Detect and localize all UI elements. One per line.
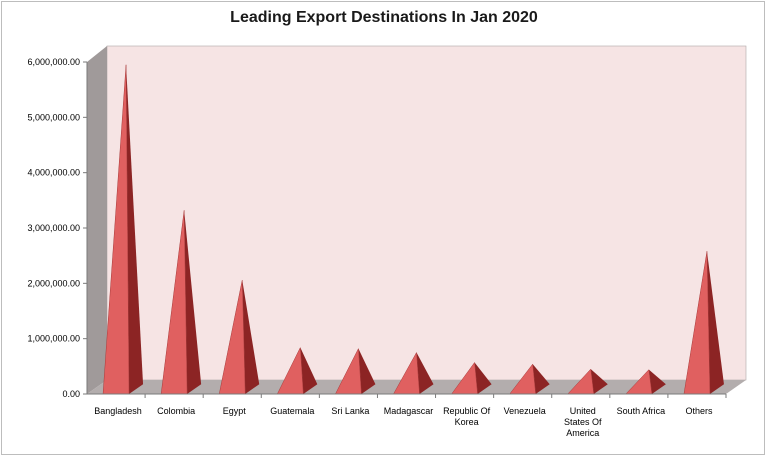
x-tick-label-line: South Africa [617,406,666,416]
x-tick-label: Egypt [223,406,247,416]
x-tick-label-line: America [566,428,599,438]
x-tick-label-line: Sri Lanka [331,406,369,416]
x-tick-label: Bangladesh [94,406,142,416]
y-tick-label: 4,000,000.00 [27,168,80,178]
x-tick-label-line: Venezuela [504,406,546,416]
pyramid-side-face [532,364,550,394]
x-tick-label-line: Egypt [223,406,247,416]
x-tick-label: Madagascar [384,406,434,416]
pyramid-egypt [218,279,260,395]
y-tick-label: 1,000,000.00 [27,334,80,344]
y-tick-label: 3,000,000.00 [27,223,80,233]
pyramid-marks [102,64,724,395]
x-tick-label: Sri Lanka [331,406,369,416]
x-tick-label: United States Of America [564,406,602,438]
y-tick-label: 2,000,000.00 [27,278,80,288]
x-tick-label: Republic Of Korea [443,406,491,427]
x-tick-label: Guatemala [270,406,314,416]
x-axis: Bangladesh Colombia Egypt Guatemala Sri Lank… [87,393,727,438]
x-tick-label-line: Madagascar [384,406,434,416]
x-tick-label: South Africa [617,406,666,416]
pyramid-side-face [590,369,608,394]
pyramid-venezuela [509,363,550,395]
pyramid-side-face [416,352,434,394]
pyramid-republic-of-korea [451,361,492,395]
x-tick-label: Colombia [157,406,195,416]
x-tick-label-line: Colombia [157,406,195,416]
pyramid-side-face [300,347,318,394]
pyramid-side-face [648,369,666,394]
x-tick-label: Venezuela [504,406,546,416]
x-tick-label-line: Korea [455,417,479,427]
x-tick-label-line: United [570,406,596,416]
pyramid-side-face [474,362,492,394]
y-tick-label: 6,000,000.00 [27,57,80,67]
x-tick-label-line: Republic Of [443,406,491,416]
back-wall [106,45,747,381]
pyramid-colombia [160,210,202,395]
x-tick-label-line: Bangladesh [94,406,142,416]
x-tick-label: Others [685,406,713,416]
pyramid-side-face [242,280,260,394]
y-tick-label: 0.00 [62,389,80,399]
pyramid-side-face [358,348,376,394]
pyramid-side-face [184,210,202,394]
x-tick-label-line: Others [685,406,713,416]
pyramid-others [683,251,724,395]
pyramid-side-face [126,64,144,395]
x-tick-label-line: Guatemala [270,406,314,416]
y-tick-label: 5,000,000.00 [27,112,80,122]
pyramid-side-face [706,251,724,394]
chart-title: Leading Export Destinations In Jan 2020 [230,9,538,26]
x-tick-label-line: States Of [564,417,602,427]
y-axis: 0.00 1,000,000.00 2,000,000.00 3,000,000.00… [27,57,88,399]
side-wall [87,46,107,394]
